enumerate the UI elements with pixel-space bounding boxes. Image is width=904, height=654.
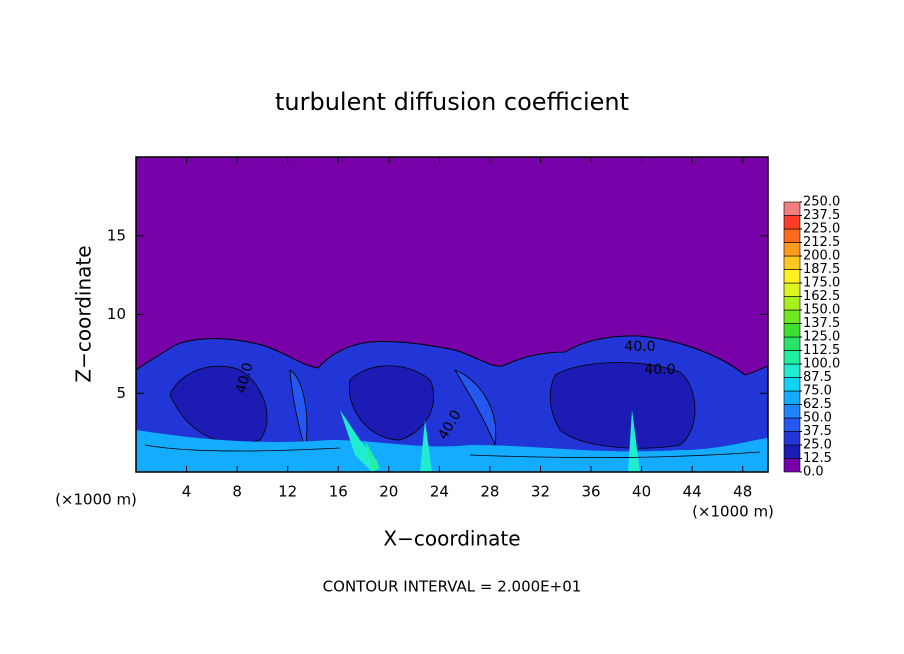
colorbar-bin xyxy=(783,228,801,243)
colorbar-label: 50.0 xyxy=(803,411,832,426)
contour-label: 40.0 xyxy=(644,362,675,378)
contour-label: 40.0 xyxy=(233,361,257,395)
colorbar-label: 25.0 xyxy=(803,438,832,453)
y-tick-label: 15 xyxy=(107,226,126,244)
colorbar-label: 212.5 xyxy=(803,235,840,250)
colorbar-bin xyxy=(783,215,801,230)
x-tick-label: 28 xyxy=(480,483,499,501)
colorbar-label: 112.5 xyxy=(803,343,840,358)
colorbar-label: 100.0 xyxy=(803,357,840,372)
colorbar-bin xyxy=(783,444,801,459)
x-tick-label: 40 xyxy=(632,483,651,501)
colorbar-bin xyxy=(783,336,801,351)
colorbar-bin xyxy=(783,242,801,257)
y-axis-label: Z−coordinate xyxy=(72,245,96,382)
colorbar-label: 125.0 xyxy=(803,330,840,345)
x-tick-label: 20 xyxy=(379,483,398,501)
colorbar-label: 200.0 xyxy=(803,249,840,264)
colorbar-label: 0.0 xyxy=(803,465,824,480)
y-tick-label: 10 xyxy=(107,305,126,323)
x-tick-label: 8 xyxy=(232,483,242,501)
x-tick-label: 36 xyxy=(581,483,600,501)
colorbar-bin xyxy=(783,296,801,311)
colorbar-bin xyxy=(783,390,801,405)
y-unit-label: (×1000 m) xyxy=(55,491,137,509)
colorbar-bin xyxy=(783,417,801,432)
contour-label: 40.0 xyxy=(624,339,655,355)
colorbar-bin xyxy=(783,431,801,446)
colorbar-bin xyxy=(783,363,801,378)
x-tick-label: 24 xyxy=(430,483,449,501)
colorbar-label: 162.5 xyxy=(803,289,840,304)
colorbar-label: 150.0 xyxy=(803,303,840,318)
colorbar-bin xyxy=(783,201,801,216)
colorbar-bin xyxy=(783,377,801,392)
x-tick-label: 4 xyxy=(182,483,192,501)
x-unit-label: (×1000 m) xyxy=(692,503,774,521)
contour-field xyxy=(135,157,769,473)
contour-interval: CONTOUR INTERVAL = 2.000E+01 xyxy=(323,578,582,596)
x-tick-label: 32 xyxy=(531,483,550,501)
x-tick-label: 12 xyxy=(278,483,297,501)
colorbar-label: 75.0 xyxy=(803,384,832,399)
colorbar-label: 87.5 xyxy=(803,370,832,385)
colorbar-label: 137.5 xyxy=(803,316,840,331)
colorbar-bin xyxy=(783,323,801,338)
y-tick-label: 5 xyxy=(116,384,126,402)
x-tick-label: 48 xyxy=(733,483,752,501)
colorbar-bin xyxy=(783,404,801,419)
colorbar-bin xyxy=(783,269,801,284)
colorbar-bin xyxy=(783,282,801,297)
colorbar-label: 250.0 xyxy=(803,195,840,210)
colorbar-label: 175.0 xyxy=(803,276,840,291)
colorbar-label: 225.0 xyxy=(803,222,840,237)
colorbar-label: 37.5 xyxy=(803,424,832,439)
colorbar-label: 62.5 xyxy=(803,397,832,412)
colorbar-bin xyxy=(783,255,801,270)
colorbar-bin xyxy=(783,350,801,365)
x-axis-label: X−coordinate xyxy=(383,527,520,551)
colorbar-label: 187.5 xyxy=(803,262,840,277)
chart-title: turbulent diffusion coefficient xyxy=(275,88,629,116)
colorbar-label: 237.5 xyxy=(803,208,840,223)
colorbar-bin xyxy=(783,458,801,473)
colorbar-label: 12.5 xyxy=(803,451,832,466)
x-tick-label: 16 xyxy=(329,483,348,501)
x-tick-label: 44 xyxy=(683,483,702,501)
colorbar-bin xyxy=(783,309,801,324)
